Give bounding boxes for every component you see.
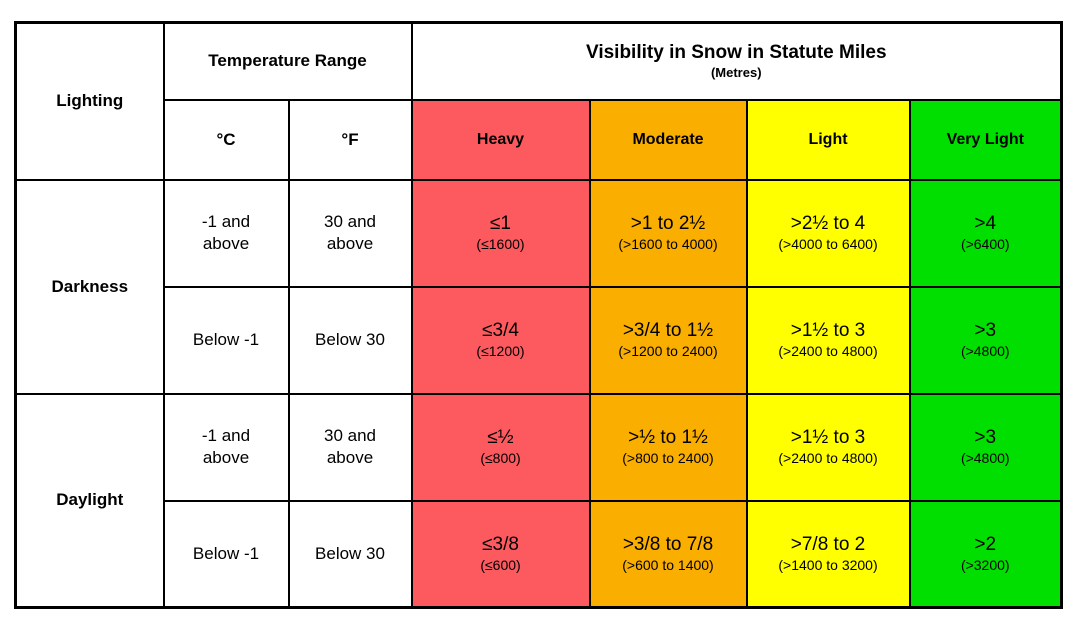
visibility-cell-moderate: >½ to 1½ (>800 to 2400) — [588, 392, 748, 502]
fahrenheit-cell: Below 30 — [287, 499, 413, 609]
visibility-cell-heavy: ≤1 (≤1600) — [410, 178, 591, 288]
visibility-cell-very-light: >3 (>4800) — [908, 285, 1063, 395]
celsius-cell: -1 and above — [162, 178, 290, 288]
visibility-metres: (>4000 to 6400) — [778, 236, 878, 253]
visibility-miles: ≤1 — [490, 213, 511, 235]
visibility-metres: (>1400 to 3200) — [778, 556, 878, 573]
visibility-miles: >3 — [974, 320, 997, 342]
visibility-metres: (>3200) — [960, 556, 1010, 573]
visibility-miles: ≤3/4 — [482, 320, 519, 342]
visibility-cell-light: >1½ to 3 (>2400 to 4800) — [745, 392, 911, 502]
visibility-cell-very-light: >3 (>4800) — [908, 392, 1063, 502]
visibility-metres: (≤1200) — [476, 343, 525, 360]
category-header-very-light: Very Light — [908, 98, 1063, 181]
visibility-subtitle: (Metres) — [710, 64, 762, 80]
category-header-moderate: Moderate — [588, 98, 748, 181]
lighting-group-daylight: Daylight — [14, 392, 165, 609]
visibility-cell-heavy: ≤½ (≤800) — [410, 392, 591, 502]
visibility-miles: >½ to 1½ — [628, 427, 708, 449]
visibility-miles: >3/8 to 7/8 — [622, 534, 714, 556]
visibility-cell-moderate: >1 to 2½ (>1600 to 4000) — [588, 178, 748, 288]
visibility-metres: (>4800) — [960, 450, 1010, 467]
visibility-miles: >2 — [974, 534, 997, 556]
visibility-cell-very-light: >4 (>6400) — [908, 178, 1063, 288]
fahrenheit-column-header: °F — [287, 98, 413, 181]
fahrenheit-cell: 30 and above — [287, 392, 413, 502]
category-header-light: Light — [745, 98, 911, 181]
visibility-metres: (>6400) — [960, 236, 1010, 253]
visibility-metres: (>600 to 1400) — [622, 556, 714, 573]
visibility-cell-moderate: >3/4 to 1½ (>1200 to 2400) — [588, 285, 748, 395]
visibility-miles: >1 to 2½ — [630, 213, 706, 235]
visibility-cell-very-light: >2 (>3200) — [908, 499, 1063, 609]
visibility-miles: >2½ to 4 — [790, 213, 866, 235]
lighting-column-header: Lighting — [14, 21, 165, 181]
visibility-metres: (>4800) — [960, 343, 1010, 360]
fahrenheit-cell: Below 30 — [287, 285, 413, 395]
visibility-miles: >1½ to 3 — [790, 427, 866, 449]
celsius-cell: Below -1 — [162, 499, 290, 609]
visibility-miles: ≤3/8 — [482, 534, 519, 556]
visibility-miles: >1½ to 3 — [790, 320, 866, 342]
visibility-metres: (>1600 to 4000) — [618, 236, 718, 253]
visibility-cell-light: >1½ to 3 (>2400 to 4800) — [745, 285, 911, 395]
fahrenheit-cell: 30 and above — [287, 178, 413, 288]
lighting-group-darkness: Darkness — [14, 178, 165, 395]
visibility-cell-light: >2½ to 4 (>4000 to 6400) — [745, 178, 911, 288]
visibility-cell-heavy: ≤3/8 (≤600) — [410, 499, 591, 609]
visibility-miles: >7/8 to 2 — [790, 534, 866, 556]
visibility-cell-light: >7/8 to 2 (>1400 to 3200) — [745, 499, 911, 609]
visibility-metres: (≤600) — [480, 556, 521, 573]
celsius-cell: Below -1 — [162, 285, 290, 395]
visibility-metres: (>2400 to 4800) — [778, 343, 878, 360]
visibility-miles: >3 — [974, 427, 997, 449]
category-header-heavy: Heavy — [410, 98, 591, 181]
visibility-metres: (≤1600) — [476, 236, 525, 253]
temperature-range-header: Temperature Range — [162, 21, 413, 101]
visibility-metres: (>800 to 2400) — [622, 450, 714, 467]
visibility-cell-moderate: >3/8 to 7/8 (>600 to 1400) — [588, 499, 748, 609]
visibility-header: Visibility in Snow in Statute Miles (Met… — [410, 21, 1063, 101]
visibility-miles: >4 — [974, 213, 997, 235]
visibility-cell-heavy: ≤3/4 (≤1200) — [410, 285, 591, 395]
visibility-miles: >3/4 to 1½ — [622, 320, 714, 342]
celsius-column-header: °C — [162, 98, 290, 181]
snow-visibility-table: Lighting Temperature Range Visibility in… — [14, 21, 1064, 609]
visibility-metres: (≤800) — [480, 450, 521, 467]
visibility-miles: ≤½ — [487, 427, 514, 449]
visibility-metres: (>1200 to 2400) — [618, 343, 718, 360]
celsius-cell: -1 and above — [162, 392, 290, 502]
visibility-metres: (>2400 to 4800) — [778, 450, 878, 467]
visibility-title: Visibility in Snow in Statute Miles — [586, 42, 887, 64]
